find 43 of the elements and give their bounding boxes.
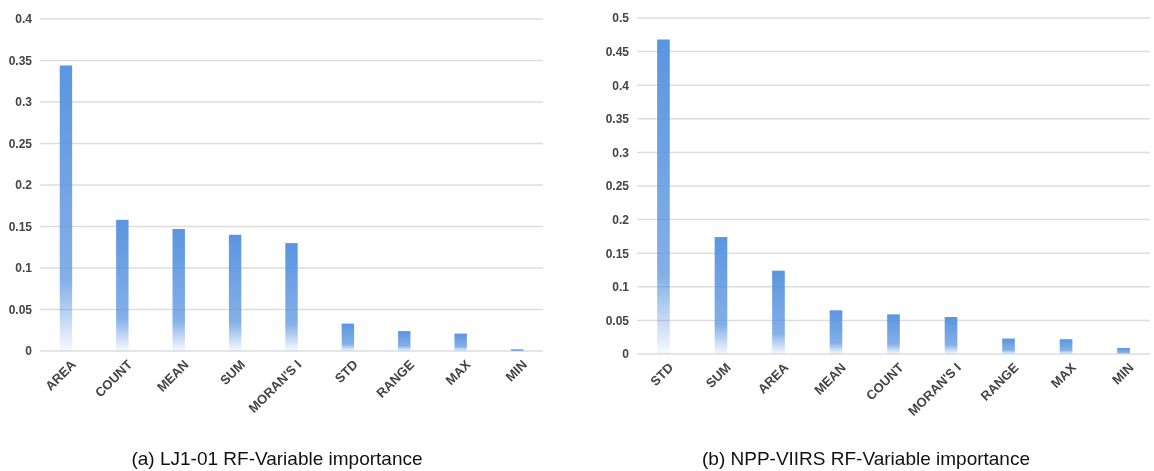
bar — [454, 333, 467, 351]
bar — [657, 39, 670, 354]
y-tick-label: 0.4 — [15, 12, 33, 27]
bar — [829, 310, 843, 354]
y-tick-label: 0.3 — [15, 95, 33, 110]
bar — [887, 314, 900, 354]
y-tick-label: 0.2 — [612, 212, 630, 227]
text: (a) LJ1-01 RF-Variable importance — [131, 448, 423, 469]
y-tick-label: 0.5 — [612, 11, 630, 26]
y-tick-label: 0.1 — [612, 280, 630, 295]
y-tick-label: 0.35 — [8, 53, 33, 68]
y-tick-label: 0.4 — [612, 78, 630, 93]
y-tick-label: 0.2 — [15, 178, 33, 193]
bar — [116, 219, 129, 351]
y-tick-label: 0.25 — [8, 136, 33, 151]
bar — [59, 65, 73, 351]
x-tick-label: MIN — [502, 356, 530, 385]
bar — [341, 323, 355, 351]
bar — [1117, 347, 1130, 354]
y-tick-label: 0.15 — [8, 219, 33, 234]
y-tick-label: 0.05 — [605, 313, 630, 328]
bar — [714, 237, 728, 354]
y-tick-label: 0.35 — [605, 112, 630, 127]
bar — [398, 331, 411, 351]
bar — [1002, 338, 1015, 354]
bar — [944, 317, 958, 354]
y-tick-label: 0.05 — [8, 302, 33, 317]
y-tick-label: 0.45 — [605, 44, 630, 59]
x-tick-label: STD — [647, 359, 677, 389]
y-tick-label: 0.25 — [605, 179, 630, 194]
text: (b) NPP-VIIRS RF-Variable importance — [701, 448, 1031, 469]
x-tick-label: STD — [331, 356, 361, 386]
bar — [285, 243, 298, 351]
x-tick-label: MIN — [1108, 359, 1137, 388]
y-tick-label: 0.3 — [612, 145, 630, 160]
y-tick-label: 0 — [622, 347, 630, 362]
y-tick-label: 0.15 — [605, 246, 630, 261]
y-tick-label: 0 — [25, 344, 33, 359]
bar — [228, 234, 242, 351]
y-tick-label: 0.1 — [15, 261, 33, 276]
bar — [1059, 339, 1073, 354]
bar — [772, 270, 785, 354]
bar — [172, 228, 185, 351]
